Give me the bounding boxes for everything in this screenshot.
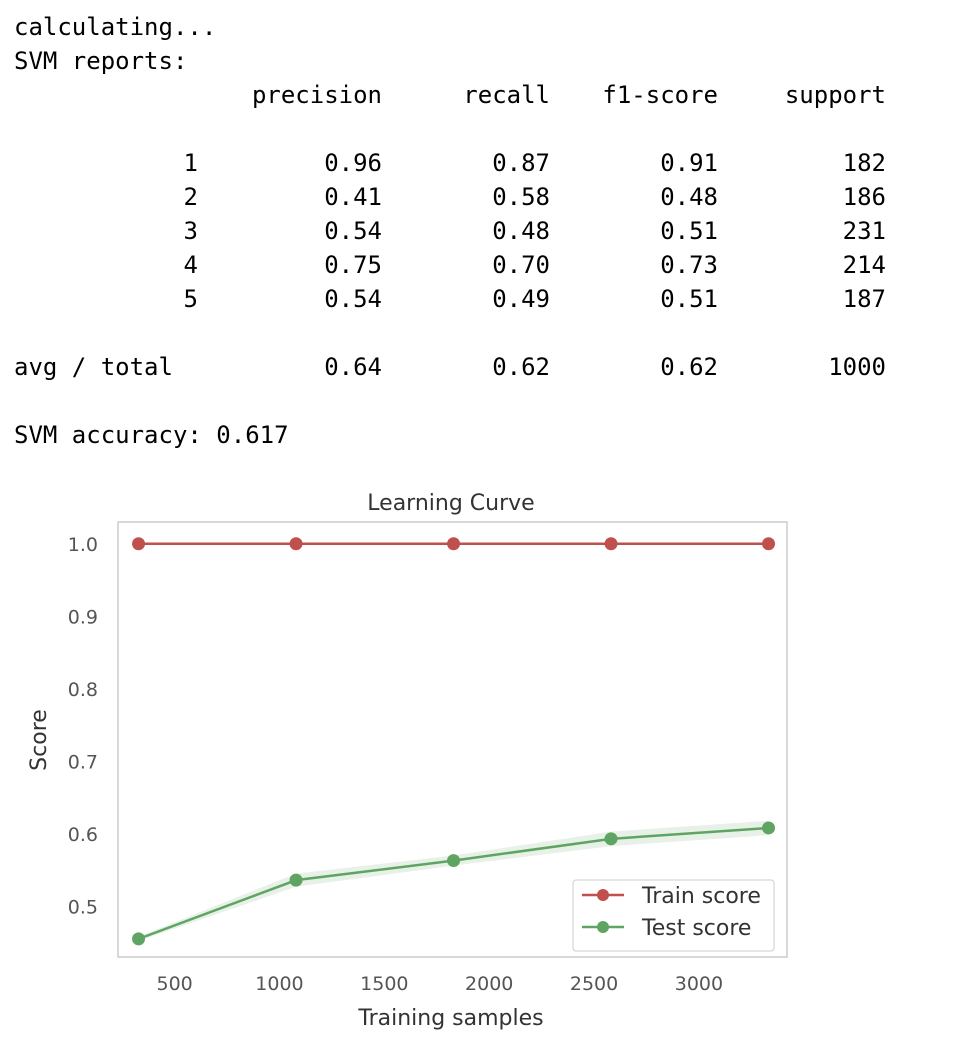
report-heading: SVM reports:	[14, 47, 188, 75]
support-value: 182	[842, 149, 886, 177]
classification-report: precision recall f1-score support 1 0.96…	[14, 78, 886, 418]
total-precision: 0.64	[324, 353, 382, 381]
console-output: calculating... SVM reports: precision re…	[14, 10, 886, 452]
support-value: 231	[842, 217, 886, 245]
y-tick-label: 0.9	[68, 606, 98, 628]
legend: Train score Test score	[572, 879, 775, 952]
legend-test-label: Test score	[641, 916, 751, 941]
chart-title: Learning Curve	[367, 491, 534, 516]
precision-value: 0.96	[324, 149, 382, 177]
report-row: 2 0.41 0.58 0.48 186	[14, 180, 914, 214]
y-tick-label: 1.0	[68, 534, 98, 556]
recall-value: 0.58	[492, 183, 550, 211]
train-score-point	[132, 537, 146, 551]
row-label: 2	[183, 183, 198, 211]
status-line: calculating...	[14, 13, 217, 41]
x-tick-label: 1000	[255, 973, 303, 995]
y-tick-label: 0.7	[68, 751, 98, 773]
recall-value: 0.87	[492, 149, 550, 177]
recall-value: 0.48	[492, 217, 550, 245]
f1-value: 0.73	[660, 251, 718, 279]
test-score-point	[762, 821, 776, 835]
recall-value: 0.70	[492, 251, 550, 279]
train-score-point	[289, 537, 303, 551]
f1-value: 0.51	[660, 217, 718, 245]
train-score-point	[447, 537, 461, 551]
test-score-point	[604, 832, 618, 846]
test-score-point	[132, 932, 146, 946]
row-label: 1	[183, 149, 198, 177]
report-row: 4 0.75 0.70 0.73 214	[14, 248, 914, 282]
total-f1: 0.62	[660, 353, 718, 381]
x-tick-label: 500	[156, 973, 192, 995]
y-tick-label: 0.8	[68, 679, 98, 701]
report-total-row: avg / total 0.64 0.62 0.62 1000	[14, 350, 914, 384]
legend-box	[572, 879, 775, 952]
series-points	[132, 537, 776, 946]
y-tick-label: 0.6	[68, 824, 98, 846]
chart-canvas: Learning Curve 0.5 0.6 0.7 0.8 0.9 1.0 500 100…	[27, 491, 788, 1031]
x-tick-label: 2500	[570, 973, 618, 995]
precision-value: 0.54	[324, 217, 382, 245]
x-tick-label: 1500	[360, 973, 408, 995]
row-label: 4	[183, 251, 198, 279]
x-axis: 500 1000 1500 2000 2500 3000	[156, 973, 723, 995]
f1-value: 0.91	[660, 149, 718, 177]
col-header-support: support	[784, 81, 886, 109]
support-value: 186	[842, 183, 886, 211]
recall-value: 0.49	[492, 285, 550, 313]
x-tick-label: 2000	[465, 973, 513, 995]
accuracy-line: SVM accuracy: 0.617	[14, 421, 289, 449]
precision-value: 0.75	[324, 251, 382, 279]
report-row: 1 0.96 0.87 0.91 182	[14, 146, 914, 180]
x-axis-label: Training samples	[357, 1006, 543, 1031]
legend-test-marker	[597, 921, 609, 933]
y-axis-label: Score	[27, 709, 52, 771]
col-header-f1: f1-score	[602, 81, 718, 109]
total-support: 1000	[828, 353, 886, 381]
support-value: 187	[842, 285, 886, 313]
report-row: 3 0.54 0.48 0.51 231	[14, 214, 914, 248]
precision-value: 0.41	[324, 183, 382, 211]
f1-value: 0.51	[660, 285, 718, 313]
col-header-recall: recall	[463, 81, 550, 109]
total-label: avg / total	[14, 353, 173, 381]
test-score-point	[289, 873, 303, 887]
support-value: 214	[842, 251, 886, 279]
train-score-point	[762, 537, 776, 551]
y-axis: 0.5 0.6 0.7 0.8 0.9 1.0	[68, 534, 98, 919]
f1-value: 0.48	[660, 183, 718, 211]
total-recall: 0.62	[492, 353, 550, 381]
learning-curve-chart: Learning Curve 0.5 0.6 0.7 0.8 0.9 1.0 500 100…	[0, 478, 954, 1058]
row-label: 3	[183, 217, 198, 245]
row-label: 5	[183, 285, 198, 313]
legend-train-marker	[597, 889, 609, 901]
legend-train-label: Train score	[641, 884, 761, 909]
y-tick-label: 0.5	[68, 896, 98, 918]
test-score-point	[447, 854, 461, 868]
precision-value: 0.54	[324, 285, 382, 313]
col-header-precision: precision	[251, 81, 382, 109]
x-tick-label: 3000	[675, 973, 723, 995]
report-row: 5 0.54 0.49 0.51 187	[14, 282, 914, 316]
train-score-point	[604, 537, 618, 551]
report-header-row: precision recall f1-score support	[14, 78, 914, 112]
